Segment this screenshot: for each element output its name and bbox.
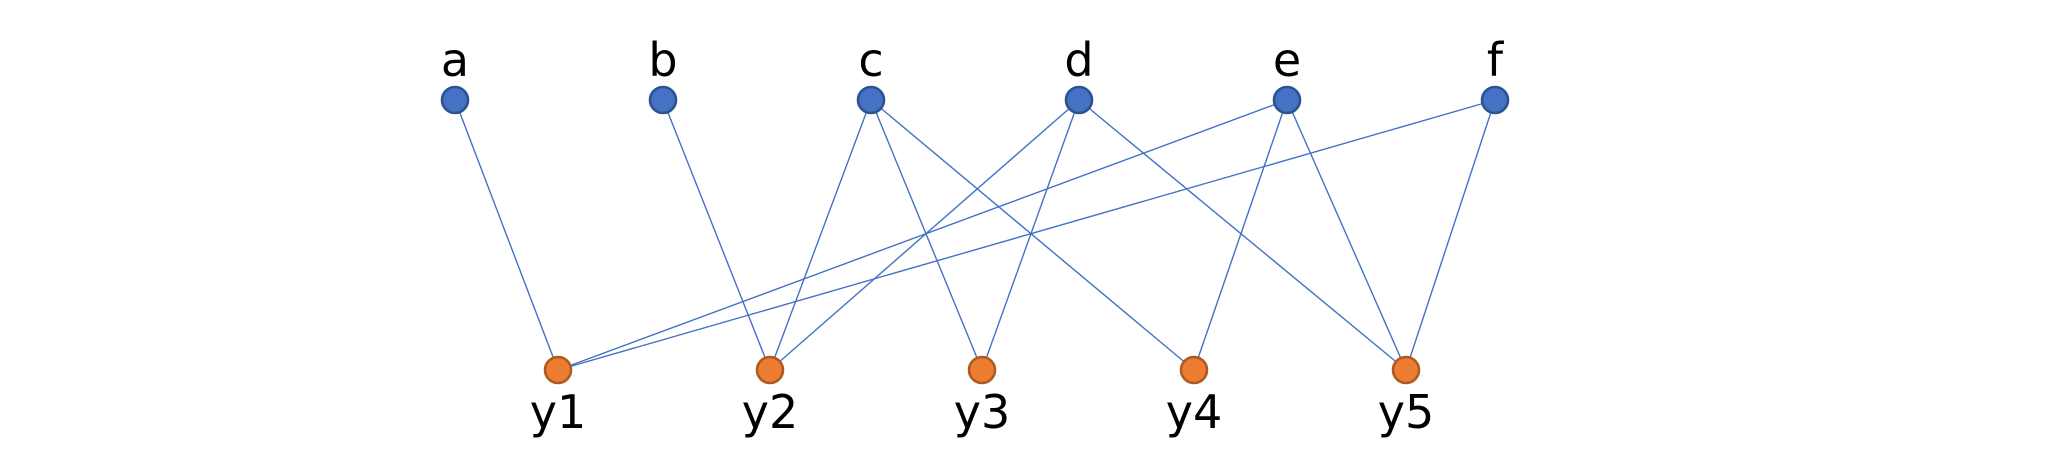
- node-label-y1: y1: [530, 385, 587, 439]
- node-c: [856, 85, 886, 115]
- edge-d-y5: [1078, 99, 1407, 371]
- node-y1: [543, 355, 573, 385]
- node-e: [1272, 85, 1302, 115]
- node-label-a: a: [441, 33, 469, 87]
- node-label-b: b: [648, 33, 677, 87]
- edge-b-y2: [662, 99, 771, 371]
- edge-e-y4: [1193, 99, 1288, 371]
- edge-f-y5: [1405, 99, 1496, 371]
- node-a: [440, 85, 470, 115]
- labels-layer: a b c d e f y1 y2 y3 y4 y5: [441, 33, 1505, 439]
- edge-d-y3: [981, 99, 1080, 371]
- edge-c-y2: [769, 99, 872, 371]
- node-label-y3: y3: [954, 385, 1011, 439]
- node-y3: [967, 355, 997, 385]
- edge-c-y3: [870, 99, 983, 371]
- node-y5: [1391, 355, 1421, 385]
- node-label-y4: y4: [1166, 385, 1223, 439]
- node-label-d: d: [1064, 33, 1093, 87]
- edge-c-y4: [870, 99, 1195, 371]
- node-label-c: c: [858, 33, 883, 87]
- node-label-y2: y2: [742, 385, 799, 439]
- node-label-e: e: [1273, 33, 1301, 87]
- nodes-layer: [440, 85, 1510, 385]
- edges-layer: [454, 99, 1496, 371]
- node-label-y5: y5: [1378, 385, 1435, 439]
- node-y2: [755, 355, 785, 385]
- edge-e-y5: [1286, 99, 1407, 371]
- edge-e-y1: [557, 99, 1288, 371]
- edge-f-y1: [557, 99, 1496, 371]
- node-d: [1064, 85, 1094, 115]
- node-b: [648, 85, 678, 115]
- edge-a-y1: [454, 99, 559, 371]
- node-y4: [1179, 355, 1209, 385]
- node-label-f: f: [1487, 33, 1505, 87]
- node-f: [1480, 85, 1510, 115]
